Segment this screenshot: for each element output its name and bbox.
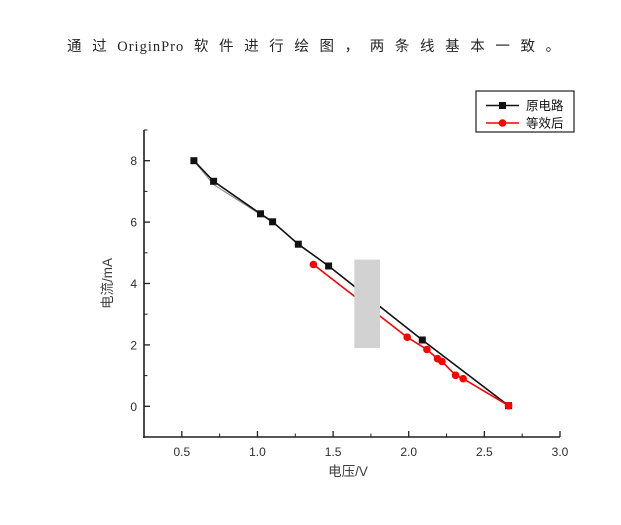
data-point-circle [309, 260, 318, 269]
data-point-circle [423, 345, 431, 354]
x-tick-label: 3.0 [552, 445, 569, 459]
data-point-square [269, 218, 277, 226]
y-axis-title: 电流/mA [100, 258, 115, 309]
data-point-square [294, 240, 302, 248]
series-line-0 [193, 160, 510, 407]
x-tick-label: 1.5 [325, 445, 342, 459]
overlay-rectangle [354, 259, 380, 348]
data-point-circle [504, 401, 513, 410]
data-point-square [418, 336, 426, 344]
data-point-square [210, 177, 218, 185]
x-tick-label: 1.0 [249, 445, 266, 459]
x-tick-label: 2.0 [400, 445, 417, 459]
data-point-square [325, 262, 333, 270]
x-tick-label: 0.5 [173, 445, 190, 459]
legend-entry: 原电路 [486, 98, 564, 113]
y-tick-label: 0 [130, 400, 137, 414]
legend-marker-circle [498, 119, 507, 127]
legend-label: 原电路 [526, 98, 564, 113]
data-point-circle [459, 374, 468, 383]
series-line-1 [312, 263, 510, 407]
y-tick-label: 6 [130, 216, 137, 230]
data-point-square [257, 210, 264, 218]
y-tick-label: 2 [130, 338, 137, 352]
caption-text: 通 过 OriginPro 软 件 进 行 绘 图 ， 两 条 线 基 本 一 … [67, 39, 562, 55]
data-point-circle [403, 333, 412, 342]
data-point-square [190, 157, 198, 165]
legend-label: 等效后 [526, 116, 564, 131]
data-point-circle [451, 371, 460, 380]
x-axis-title: 电压/V [328, 464, 368, 479]
legend-entry: 等效后 [486, 116, 564, 131]
legend-box [475, 90, 575, 133]
legend-marker-square [499, 102, 506, 109]
data-point-circle [438, 357, 446, 366]
y-tick-label: 4 [130, 277, 137, 291]
y-tick-label: 8 [130, 154, 137, 168]
x-tick-label: 2.5 [476, 445, 493, 459]
